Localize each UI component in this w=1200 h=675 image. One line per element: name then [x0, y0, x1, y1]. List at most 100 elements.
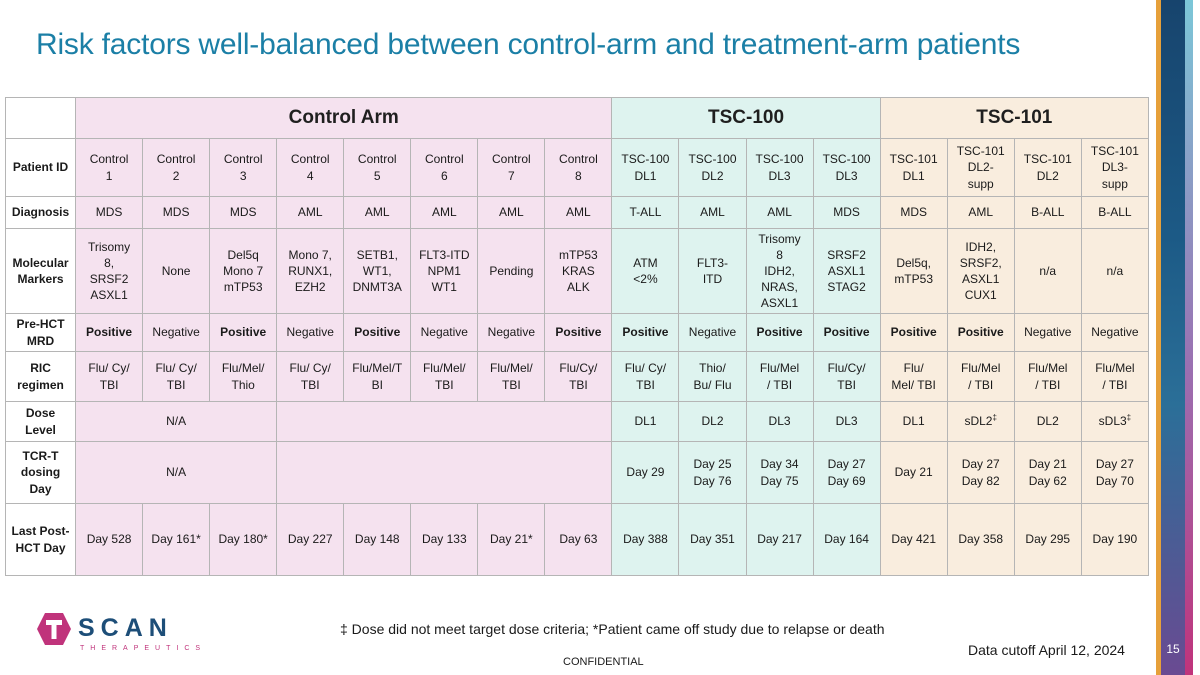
pre-hct-mrd-cell: Negative: [142, 313, 211, 352]
patient-id-cell: Control 7: [477, 138, 546, 197]
last-post-hct-cell: Day 358: [946, 503, 1015, 576]
side-strip-gold: [1156, 0, 1161, 675]
diagnosis-row: Diagnosis MDS MDS MDS AML AML AML AML AML T-ALL A…: [4, 196, 1150, 229]
molecular-markers-cell: SRSF2 ASXL1 STAG2: [812, 228, 881, 314]
patient-id-cell: Control 4: [276, 138, 345, 197]
logo-subtitle: THERAPEUTICS: [80, 645, 207, 652]
footnote: ‡ Dose did not meet target dose criteria…: [340, 621, 885, 637]
ric-regimen-row: RIC regimen Flu/ Cy/ TBI Flu/ Cy/ TBI Flu/…: [4, 351, 1150, 402]
last-post-hct-cell: Day 217: [745, 503, 814, 576]
pre-hct-mrd-row: Pre-HCT MRD Positive Negative Positive Nega…: [4, 313, 1150, 352]
row-label: Molecular Markers: [4, 228, 77, 314]
ric-regimen-cell: Flu/ Mel/ TBI: [879, 351, 948, 402]
pre-hct-mrd-cell: Positive: [745, 313, 814, 352]
last-post-hct-cell: Day 180*: [209, 503, 278, 576]
diagnosis-cell: B-ALL: [1080, 196, 1150, 229]
dose-level-value: DL1: [902, 414, 925, 429]
row-label: Patient ID: [4, 138, 77, 197]
pre-hct-mrd-cell: Negative: [477, 313, 546, 352]
patient-id-cell: Control 1: [75, 138, 144, 197]
diagnosis-cell: AML: [678, 196, 747, 229]
diagnosis-cell: MDS: [812, 196, 881, 229]
last-post-hct-cell: Day 227: [276, 503, 345, 576]
molecular-markers-cell: mTP53 KRAS ALK: [544, 228, 613, 314]
molecular-markers-cell: Del5q, mTP53: [879, 228, 948, 314]
patient-id-cell: TSC-100 DL3: [812, 138, 881, 197]
diagnosis-cell: MDS: [209, 196, 278, 229]
last-post-hct-cell: Day 21*: [477, 503, 546, 576]
patient-id-cell: Control 5: [343, 138, 412, 197]
ric-regimen-cell: Flu/Cy/ TBI: [812, 351, 881, 402]
pre-hct-mrd-cell: Negative: [678, 313, 747, 352]
molecular-markers-cell: Trisomy 8, SRSF2 ASXL1: [75, 228, 144, 314]
corner-cell: [4, 97, 77, 139]
last-post-hct-cell: Day 388: [611, 503, 680, 576]
ric-regimen-cell: Flu/ Cy/ TBI: [611, 351, 680, 402]
tcr-dosing-cell: Day 27 Day 70: [1080, 441, 1150, 504]
tcr-dosing-cell: Day 27 Day 69: [812, 441, 881, 504]
control-dose-na: N/A: [75, 401, 278, 442]
pre-hct-mrd-cell: Positive: [343, 313, 412, 352]
dose-level-cell: sDL3‡: [1080, 401, 1150, 442]
dose-level-cell: DL1: [611, 401, 680, 442]
ric-regimen-cell: Flu/Mel/T BI: [343, 351, 412, 402]
patient-id-cell: Control 2: [142, 138, 211, 197]
diagnosis-cell: AML: [276, 196, 345, 229]
dose-level-cell: DL2: [678, 401, 747, 442]
ric-regimen-cell: Flu/ Cy/ TBI: [142, 351, 211, 402]
patient-id-cell: TSC-101 DL2: [1013, 138, 1082, 197]
patient-id-cell: TSC-101 DL3- supp: [1080, 138, 1150, 197]
tcr-dosing-cell: Day 21: [879, 441, 948, 504]
tcr-dosing-cell: Day 25 Day 76: [678, 441, 747, 504]
molecular-markers-cell: Mono 7, RUNX1, EZH2: [276, 228, 345, 314]
dose-footnote-mark: ‡: [1126, 413, 1132, 423]
logo-wordmark: SCAN: [78, 614, 173, 642]
dose-footnote-mark: ‡: [992, 413, 997, 423]
diagnosis-cell: AML: [946, 196, 1015, 229]
group-tsc-100: TSC-100: [611, 97, 881, 139]
last-post-hct-cell: Day 161*: [142, 503, 211, 576]
molecular-markers-cell: FLT3- ITD: [678, 228, 747, 314]
patient-id-cell: TSC-100 DL1: [611, 138, 680, 197]
ric-regimen-cell: Flu/Mel / TBI: [1013, 351, 1082, 402]
last-post-hct-cell: Day 295: [1013, 503, 1082, 576]
molecular-markers-cell: Del5q Mono 7 mTP53: [209, 228, 278, 314]
last-post-hct-cell: Day 63: [544, 503, 613, 576]
pre-hct-mrd-cell: Positive: [544, 313, 613, 352]
pre-hct-mrd-cell: Positive: [75, 313, 144, 352]
row-label: Dose Level: [4, 401, 77, 442]
diagnosis-cell: AML: [544, 196, 613, 229]
dose-level-cell: DL2: [1013, 401, 1082, 442]
ric-regimen-cell: Flu/ Cy/ TBI: [276, 351, 345, 402]
ric-regimen-cell: Flu/Mel / TBI: [1080, 351, 1150, 402]
dose-level-value: sDL2: [964, 414, 993, 429]
row-label: Diagnosis: [4, 196, 77, 229]
dose-level-value: DL2: [1036, 414, 1059, 429]
tcr-dosing-cell: Day 29: [611, 441, 680, 504]
dose-level-cell: DL1: [879, 401, 948, 442]
diagnosis-cell: B-ALL: [1013, 196, 1082, 229]
tscan-logo-icon: [37, 613, 71, 645]
control-tcr-na: N/A: [75, 441, 278, 504]
last-post-hct-cell: Day 133: [410, 503, 479, 576]
last-post-hct-cell: Day 528: [75, 503, 144, 576]
group-tsc-101: TSC-101: [879, 97, 1150, 139]
ric-regimen-cell: Flu/Mel/ TBI: [477, 351, 546, 402]
ric-regimen-cell: Flu/Mel / TBI: [946, 351, 1015, 402]
group-header-row: Control Arm TSC-100 TSC-101: [4, 97, 1150, 139]
tcr-dosing-cell: Day 21 Day 62: [1013, 441, 1082, 504]
pre-hct-mrd-cell: Negative: [1013, 313, 1082, 352]
patient-id-cell: Control 6: [410, 138, 479, 197]
last-post-hct-cell: Day 164: [812, 503, 881, 576]
ric-regimen-cell: Thio/ Bu/ Flu: [678, 351, 747, 402]
last-post-hct-row: Last Post- HCT Day Day 528 Day 161* Day 18…: [4, 503, 1150, 576]
page-number: 15: [1166, 642, 1180, 656]
ric-regimen-cell: Flu/ Cy/ TBI: [75, 351, 144, 402]
dose-level-value: DL2: [701, 414, 724, 429]
tcr-dosing-cell: Day 34 Day 75: [745, 441, 814, 504]
row-label: Last Post- HCT Day: [4, 503, 77, 576]
molecular-markers-cell: n/a: [1013, 228, 1082, 314]
molecular-markers-cell: ATM <2%: [611, 228, 680, 314]
patient-id-cell: TSC-100 DL2: [678, 138, 747, 197]
patient-id-cell: Control 3: [209, 138, 278, 197]
